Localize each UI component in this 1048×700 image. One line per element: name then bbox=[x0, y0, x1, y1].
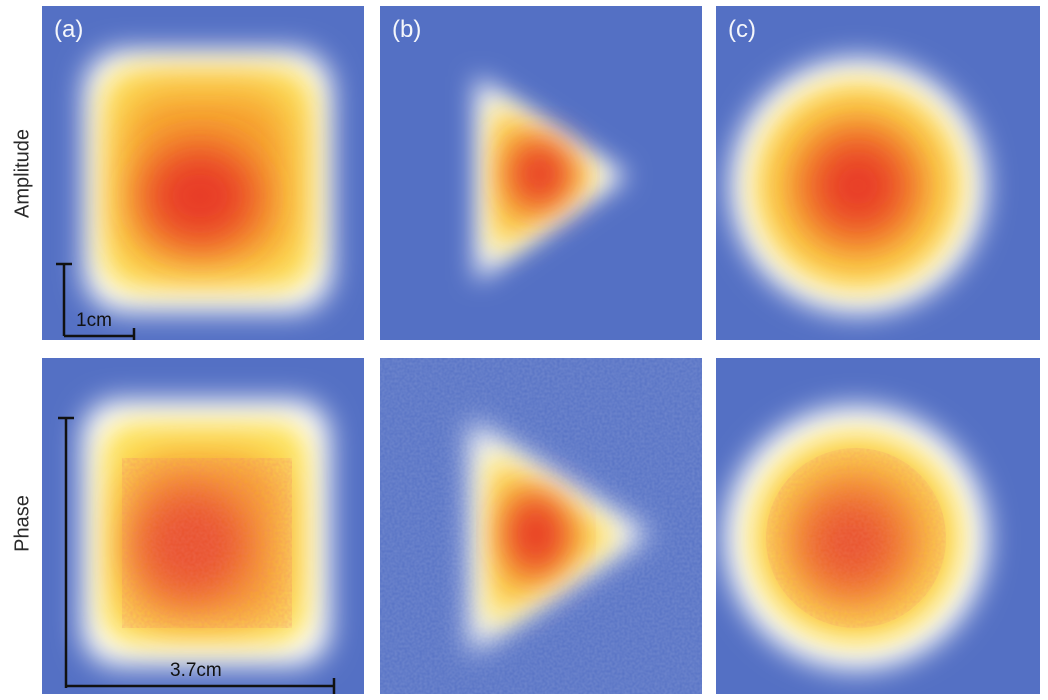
panel-label-c: (c) bbox=[728, 16, 756, 43]
panel-label-a: (a) bbox=[54, 16, 84, 43]
panel-b-phase bbox=[380, 358, 702, 694]
panel-c-amplitude: (c) bbox=[716, 6, 1040, 340]
heatmap-square-amplitude bbox=[42, 6, 364, 340]
row-label-amplitude: Amplitude bbox=[11, 129, 34, 218]
panel-a-amplitude: (a) 1cm bbox=[42, 6, 364, 340]
panel-b-amplitude: (b) bbox=[380, 6, 702, 340]
heatmap-circle-amplitude bbox=[716, 6, 1040, 340]
scale-bar-3-7cm bbox=[58, 416, 336, 694]
heatmap-triangle-phase bbox=[380, 358, 702, 694]
scale-label-3-7cm: 3.7cm bbox=[170, 660, 222, 681]
row-label-phase: Phase bbox=[11, 495, 34, 552]
panel-a-phase: 3.7cm bbox=[42, 358, 364, 694]
heatmap-circle-phase bbox=[716, 358, 1040, 694]
panel-c-phase bbox=[716, 358, 1040, 694]
scale-label-1cm: 1cm bbox=[76, 310, 112, 331]
panel-label-b: (b) bbox=[392, 16, 422, 43]
heatmap-square-phase bbox=[42, 358, 364, 694]
heatmap-triangle-amplitude bbox=[380, 6, 702, 340]
scale-bar-1cm bbox=[56, 262, 136, 340]
